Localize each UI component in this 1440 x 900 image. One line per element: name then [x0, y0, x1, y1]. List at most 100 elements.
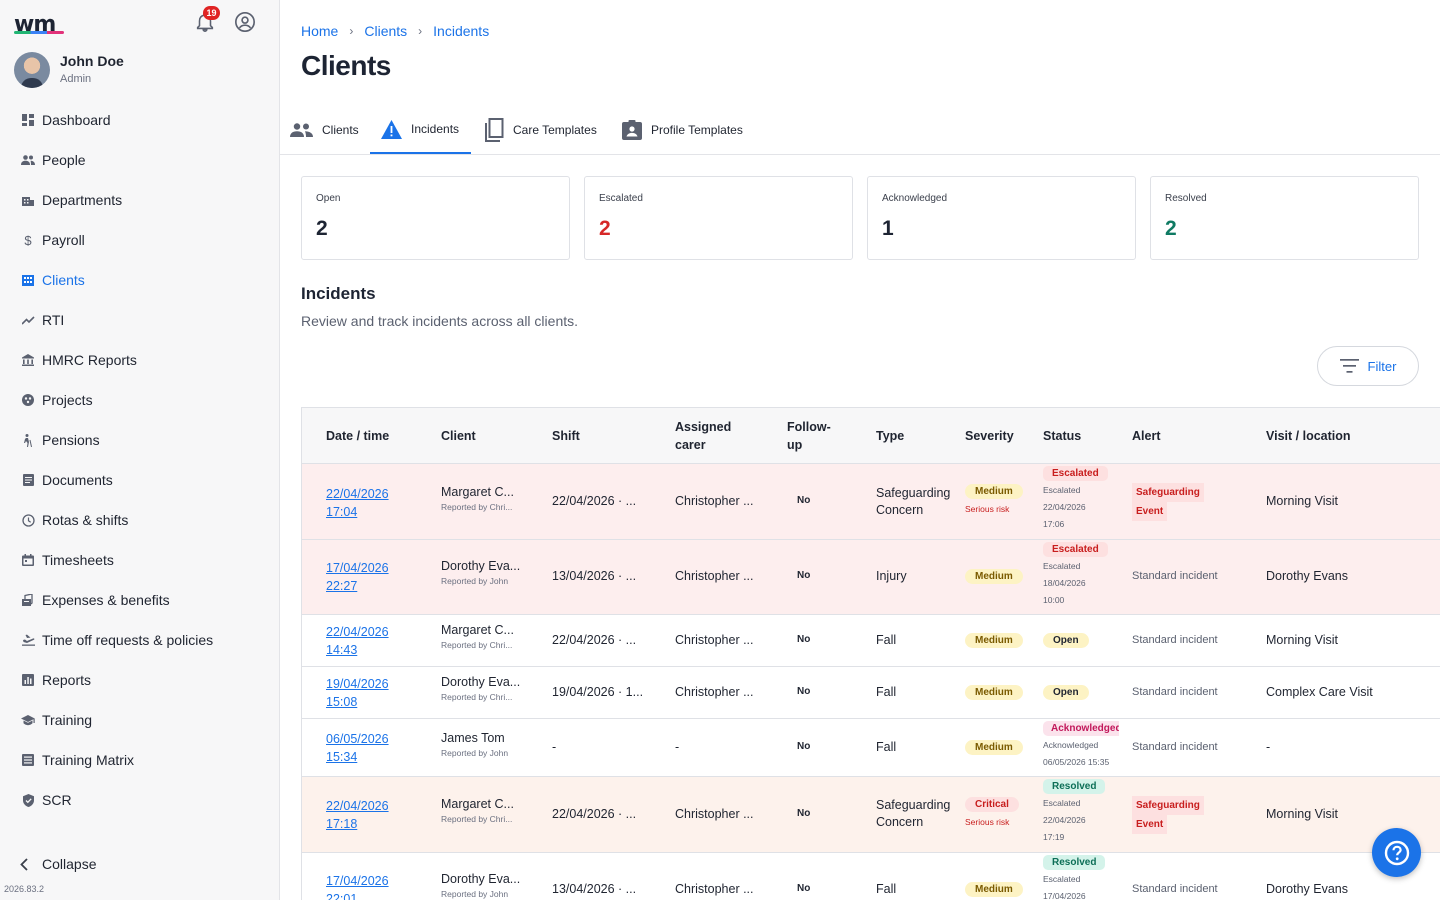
sidebar-item-training-matrix[interactable]: Training Matrix — [0, 740, 279, 780]
account-circle-icon[interactable] — [234, 11, 256, 33]
sidebar-item-rti[interactable]: RTI — [0, 300, 279, 340]
building-icon — [21, 193, 35, 207]
severity-cell: Medium — [965, 684, 1023, 700]
shift-cell: 13/04/2026 · ... — [552, 569, 637, 583]
tab-clients[interactable]: Clients — [290, 106, 370, 154]
table-row[interactable]: 06/05/2026 15:34 James Tom Reported by Joh… — [302, 719, 1440, 777]
status-cell: Acknowledged Acknowledged 06/05/2026 15:35 — [1043, 720, 1119, 771]
column-header-status[interactable]: Status — [1043, 429, 1082, 443]
shift-cell: - — [552, 740, 557, 754]
table-row[interactable]: 22/04/2026 17:18 Margaret C... Reported by… — [302, 777, 1440, 853]
reported-by: Reported by John — [441, 576, 509, 586]
carer-cell: Christopher ... — [675, 807, 754, 821]
table-row[interactable]: 17/04/2026 22:01 Dorothy Eva... Reported b… — [302, 853, 1440, 900]
column-header-severity[interactable]: Severity — [965, 429, 1014, 443]
sidebar-item-payroll[interactable]: $ Payroll — [0, 220, 279, 260]
date-link[interactable]: 17/04/2026 22:01 — [326, 872, 389, 900]
sidebar-item-time-off[interactable]: Time off requests & policies — [0, 620, 279, 660]
notification-count-badge: 19 — [203, 6, 220, 20]
sidebar-item-dashboard[interactable]: Dashboard — [0, 100, 279, 140]
sidebar-item-people[interactable]: People — [0, 140, 279, 180]
projects-icon — [21, 393, 35, 407]
column-header-alert[interactable]: Alert — [1132, 429, 1161, 443]
carer-cell: Christopher ... — [675, 685, 754, 699]
stat-value: 2 — [599, 217, 611, 240]
date-link[interactable]: 22/04/2026 17:18 — [326, 797, 389, 833]
status-badge: Resolved — [1043, 779, 1106, 794]
tab-care-templates[interactable]: Care Templates — [483, 106, 613, 154]
plane-icon — [21, 633, 35, 647]
user-name: John Doe — [60, 53, 124, 69]
visit-cell: Dorothy Evans — [1266, 882, 1348, 896]
status-cell: Open — [1043, 632, 1089, 648]
date: 22/04/2026 — [326, 625, 389, 639]
type-cell: Fall — [876, 685, 897, 699]
status-badge: Escalated — [1043, 542, 1108, 557]
alert-badge: Event — [1132, 815, 1168, 834]
sidebar-item-label: Payroll — [42, 232, 85, 248]
date-link[interactable]: 22/04/2026 17:04 — [326, 485, 389, 521]
visit-cell: Morning Visit — [1266, 633, 1339, 647]
avatar[interactable] — [14, 52, 50, 88]
column-header-carer[interactable]: Assigned carer — [675, 418, 731, 454]
sidebar-item-training[interactable]: Training — [0, 700, 279, 740]
tab-incidents[interactable]: Incidents — [370, 106, 471, 154]
table-row[interactable]: 17/04/2026 22:27 Dorothy Eva... Reported b… — [302, 540, 1440, 615]
sidebar-item-expenses-benefits[interactable]: Expenses & benefits — [0, 580, 279, 620]
date-link[interactable]: 19/04/2026 15:08 — [326, 675, 389, 711]
sidebar-item-scr[interactable]: SCR — [0, 780, 279, 820]
followup-cell: No — [797, 741, 811, 752]
stat-card-escalated[interactable]: Escalated 2 — [584, 176, 853, 260]
filter-button[interactable]: Filter — [1317, 346, 1419, 386]
client-cell: Margaret C... Reported by Chri... — [441, 623, 514, 650]
chevron-right-icon: › — [418, 24, 423, 38]
collapse-button[interactable]: Collapse — [20, 856, 96, 872]
sidebar-item-reports[interactable]: Reports — [0, 660, 279, 700]
column-header-type[interactable]: Type — [876, 429, 905, 443]
column-header-visit[interactable]: Visit / location — [1266, 429, 1351, 443]
status-cell: Resolved Escalated 22/04/2026 17:19 — [1043, 778, 1106, 846]
clients-icon — [21, 273, 35, 287]
carer-cell: Christopher ... — [675, 882, 754, 896]
column-header-client[interactable]: Client — [441, 429, 476, 443]
column-header-followup[interactable]: Follow- up — [787, 418, 831, 454]
tab-profile-templates[interactable]: Profile Templates — [622, 106, 762, 154]
visit-cell: Dorothy Evans — [1266, 569, 1348, 583]
report-icon — [21, 673, 35, 687]
date-link[interactable]: 17/04/2026 22:27 — [326, 559, 389, 595]
trending-icon — [21, 313, 35, 327]
sidebar-item-departments[interactable]: Departments — [0, 180, 279, 220]
status-detail: Escalated — [1043, 561, 1081, 571]
sidebar-item-timesheets[interactable]: Timesheets — [0, 540, 279, 580]
stat-card-resolved[interactable]: Resolved 2 — [1150, 176, 1419, 260]
column-header-date[interactable]: Date / time — [326, 429, 390, 443]
alert-cell: Safeguarding Event — [1132, 483, 1212, 521]
breadcrumb-home[interactable]: Home — [301, 23, 339, 39]
followup-cell: No — [797, 495, 811, 506]
sidebar-item-documents[interactable]: Documents — [0, 460, 279, 500]
severity-badge: Medium — [965, 882, 1023, 897]
date-link[interactable]: 06/05/2026 15:34 — [326, 730, 389, 766]
sidebar-item-clients[interactable]: Clients — [0, 260, 279, 300]
sidebar-item-hmrc-reports[interactable]: HMRC Reports — [0, 340, 279, 380]
breadcrumb-incidents[interactable]: Incidents — [433, 23, 490, 39]
stat-card-acknowledged[interactable]: Acknowledged 1 — [867, 176, 1136, 260]
followup-cell: No — [797, 634, 811, 645]
reported-by: Reported by John — [441, 748, 509, 758]
sidebar-item-pensions[interactable]: Pensions — [0, 420, 279, 460]
alert-cell: Safeguarding Event — [1132, 796, 1212, 834]
date-link[interactable]: 22/04/2026 14:43 — [326, 623, 389, 659]
breadcrumb-clients[interactable]: Clients — [364, 23, 408, 39]
table-row[interactable]: 19/04/2026 15:08 Dorothy Eva... Reported b… — [302, 667, 1440, 719]
sidebar-item-label: Training — [42, 712, 93, 728]
sidebar-item-projects[interactable]: Projects — [0, 380, 279, 420]
clock-history-icon — [21, 513, 35, 527]
help-button[interactable] — [1372, 828, 1421, 877]
status-cell: Escalated Escalated 18/04/2026 10:00 — [1043, 541, 1108, 609]
table-row[interactable]: 22/04/2026 14:43 Margaret C... Reported by… — [302, 615, 1440, 667]
stat-card-open[interactable]: Open 2 — [301, 176, 570, 260]
table-row[interactable]: 22/04/2026 17:04 Margaret C... Reported by… — [302, 464, 1440, 540]
status-detail: 22/04/2026 — [1043, 815, 1086, 825]
column-header-shift[interactable]: Shift — [552, 429, 580, 443]
sidebar-item-rotas-shifts[interactable]: Rotas & shifts — [0, 500, 279, 540]
